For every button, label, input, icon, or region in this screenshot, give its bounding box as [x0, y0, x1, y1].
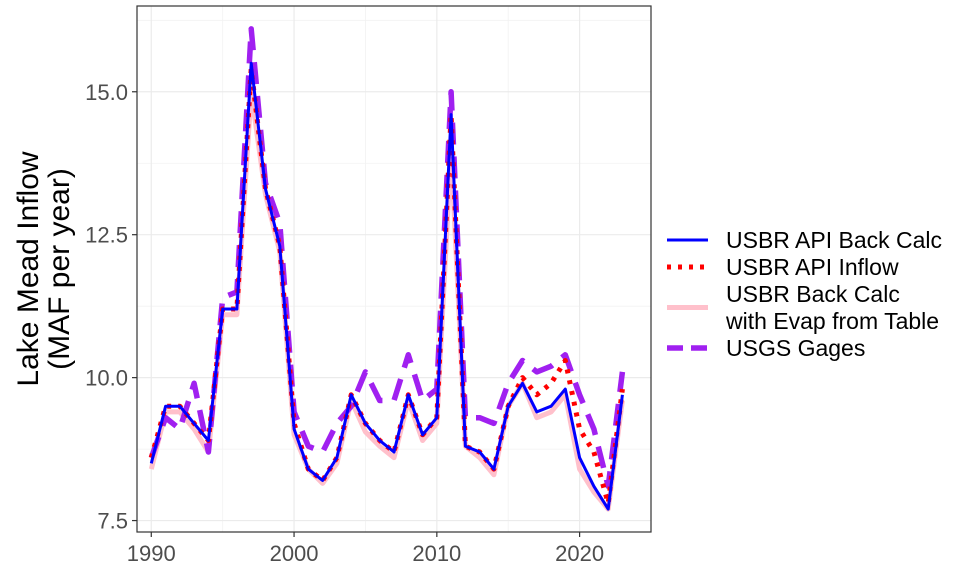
legend-label: USBR Back Calc [726, 281, 900, 307]
legend-label: with Evap from Table [725, 308, 939, 334]
grid-minor [137, 6, 651, 532]
legend-label: USBR API Inflow [726, 254, 899, 280]
y-axis-title-text: Lake Mead Inflow(MAF per year) [12, 151, 76, 386]
series-line [149, 61, 624, 511]
x-tick-label: 2010 [412, 541, 461, 566]
grid-major [137, 6, 651, 532]
legend-label: USBR API Back Calc [726, 227, 942, 253]
y-axis-title: Lake Mead Inflow(MAF per year) [12, 151, 76, 386]
y-tick-label: 15.0 [85, 80, 128, 105]
series-lines [148, 26, 626, 512]
x-axis: 1990 2000 2010 2020 [127, 532, 604, 566]
x-tick-label: 2000 [270, 541, 319, 566]
y-tick-label: 7.5 [97, 509, 128, 534]
y-tick-label: 10.0 [85, 366, 128, 391]
series-line [148, 26, 626, 490]
plot-border [136, 5, 652, 533]
legend-label: USGS Gages [726, 335, 865, 361]
series-line [148, 89, 625, 512]
x-tick-label: 2020 [555, 541, 604, 566]
x-tick-label: 1990 [127, 541, 176, 566]
y-axis: 7.5 10.0 12.5 15.0 [85, 80, 137, 534]
y-tick-label: 12.5 [85, 223, 128, 248]
